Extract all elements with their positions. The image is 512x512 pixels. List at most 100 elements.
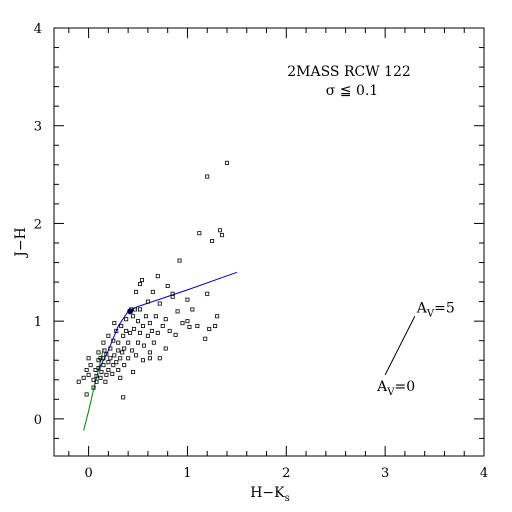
data-point	[215, 314, 220, 319]
data-point	[130, 348, 135, 353]
data-point	[180, 321, 185, 326]
curves	[83, 271, 238, 431]
data-point	[111, 363, 116, 368]
data-point	[101, 340, 106, 345]
data-point	[185, 319, 190, 324]
y-tick-label: 0	[34, 413, 42, 428]
data-point	[160, 324, 165, 329]
plot-frame	[53, 27, 485, 457]
data-point	[121, 333, 126, 338]
data-point	[170, 291, 175, 296]
data-point	[157, 301, 162, 306]
data-point	[213, 324, 218, 329]
data-point	[210, 239, 215, 244]
data-point	[131, 369, 136, 374]
data-point	[136, 340, 141, 345]
data-point	[101, 363, 106, 368]
data-point	[108, 356, 113, 361]
y-tick-label: 4	[34, 22, 42, 37]
reddening-vector: AV=0 AV=5	[376, 300, 455, 398]
data-point	[104, 372, 109, 377]
data-point	[150, 289, 155, 294]
data-points	[76, 160, 229, 400]
data-point	[139, 278, 144, 283]
x-tick-label: 0	[84, 466, 92, 481]
data-point	[134, 289, 139, 294]
data-point	[114, 328, 119, 333]
data-point	[197, 231, 202, 236]
data-point	[98, 356, 103, 361]
y-tick-label: 2	[34, 217, 42, 232]
data-point	[173, 332, 178, 337]
data-point	[124, 328, 129, 333]
data-point	[106, 368, 111, 373]
data-point	[81, 375, 86, 380]
data-point	[76, 379, 81, 384]
reddening-vector-line	[384, 316, 416, 376]
x-tick-label: 1	[183, 466, 191, 481]
data-point	[116, 348, 121, 353]
data-point	[84, 368, 89, 373]
data-point	[145, 299, 150, 304]
data-point	[153, 314, 158, 319]
data-point	[131, 314, 136, 319]
data-point	[118, 375, 123, 380]
data-point	[126, 340, 131, 345]
data-point	[147, 350, 152, 355]
data-point	[118, 356, 123, 361]
data-point	[145, 333, 150, 338]
data-point	[112, 353, 117, 358]
data-point	[122, 346, 127, 351]
data-point	[84, 392, 89, 397]
data-point	[149, 328, 154, 333]
data-point	[94, 373, 99, 378]
chart-subtitle: σ ≦ 0.1	[326, 83, 378, 99]
data-point	[143, 314, 148, 319]
data-point	[175, 309, 180, 314]
data-point	[111, 338, 116, 343]
y-tick-label: 1	[34, 315, 42, 330]
data-point	[137, 307, 142, 312]
data-point	[203, 336, 208, 341]
data-point	[195, 324, 200, 329]
data-point	[136, 319, 141, 324]
data-point	[98, 375, 103, 380]
data-point	[116, 340, 121, 345]
data-point	[205, 174, 210, 179]
data-point	[163, 346, 168, 351]
data-point	[129, 307, 134, 312]
data-point	[91, 385, 96, 390]
data-point	[134, 353, 139, 358]
data-point	[207, 326, 212, 331]
data-point	[163, 317, 168, 322]
x-tick-label: 4	[480, 466, 488, 481]
data-point	[155, 274, 160, 279]
data-point	[124, 317, 129, 322]
data-point	[133, 307, 138, 312]
data-point	[220, 233, 225, 238]
data-point	[218, 228, 223, 233]
reddening-vector-start-label: AV=0	[376, 379, 415, 398]
data-point	[122, 363, 127, 368]
data-point	[116, 368, 121, 373]
data-point	[147, 321, 152, 326]
data-point	[177, 258, 182, 263]
data-point	[104, 352, 109, 357]
chart-title: 2MASS RCW 122	[287, 64, 411, 80]
data-point	[119, 324, 124, 329]
data-point	[86, 356, 91, 361]
axis-tick-labels: 0 1 2 3 4 0 1 2 3 4	[34, 22, 488, 481]
x-tick-label: 3	[381, 466, 389, 481]
data-point	[86, 372, 91, 377]
data-point	[151, 340, 156, 345]
data-point	[106, 360, 111, 365]
data-point	[157, 356, 162, 361]
data-point	[96, 350, 101, 355]
data-point	[96, 366, 101, 371]
data-point	[103, 379, 108, 384]
axis-ticks	[54, 27, 485, 456]
data-point	[185, 297, 190, 302]
data-point	[155, 330, 160, 335]
data-point	[106, 333, 111, 338]
